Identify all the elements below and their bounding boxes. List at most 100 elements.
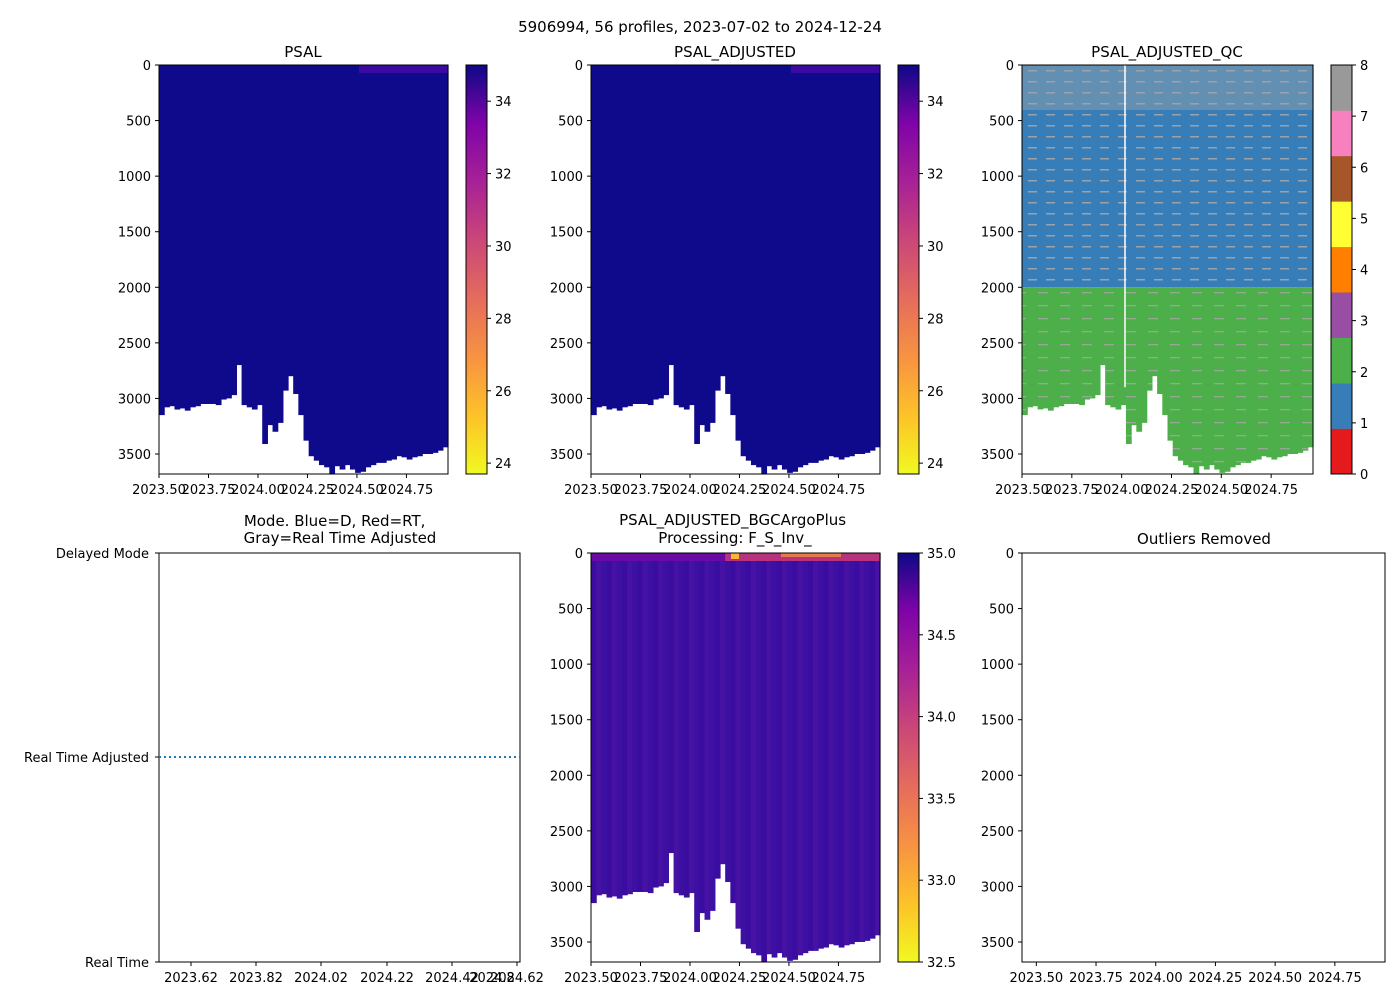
profile-column <box>272 65 279 432</box>
x-tick-label: 2023.50 <box>1009 971 1063 986</box>
panel-psal-adjusted: PSAL_ADJUSTED 0 500 1000 1500 2000 2500 3000 35… <box>550 43 944 498</box>
profile-column <box>370 65 377 466</box>
x-tick-label: 2023.50 <box>564 483 618 498</box>
profile-column <box>334 65 341 467</box>
profile-column <box>694 553 700 932</box>
surface-band <box>616 553 623 561</box>
colorbar <box>897 552 920 963</box>
panel-title: PSAL <box>284 43 322 61</box>
qc-column-probably-good <box>1105 287 1111 406</box>
profile-column <box>184 65 191 411</box>
qc-column-probably-good <box>1042 287 1049 409</box>
surface-band <box>658 553 664 561</box>
surface-band <box>745 553 752 561</box>
axes-frame <box>158 64 449 475</box>
qc-column-good <box>1141 65 1148 288</box>
y-tick-label: Real Time <box>85 956 149 971</box>
profile-column <box>668 65 675 366</box>
surface-band <box>761 553 768 561</box>
qc-column-probably-good <box>1193 287 1200 474</box>
surface-band <box>843 553 850 561</box>
colorbar-segment <box>1331 337 1352 384</box>
surface-band <box>683 553 690 561</box>
qc-column-probably-good <box>1198 287 1205 467</box>
qc-column-good <box>1157 65 1163 288</box>
profile-column <box>642 553 649 892</box>
y-tick-label: 2500 <box>550 337 583 352</box>
profile-column <box>591 553 597 904</box>
qc-column-good <box>1089 65 1096 288</box>
colorbar-segment <box>1331 155 1352 202</box>
qc-column-probably-good <box>1058 287 1065 407</box>
qc-column-probably-good <box>1229 287 1236 468</box>
surface-band <box>750 553 757 561</box>
x-tick-label: 2024.50 <box>1248 971 1302 986</box>
profile-column <box>823 553 829 948</box>
qc-column-probably-good <box>1302 287 1309 451</box>
heatmap-psal-adjusted <box>591 65 881 474</box>
colorbar-segment <box>1331 110 1352 157</box>
y-axis: 0 500 1000 1500 2000 2500 3000 3500 <box>118 59 159 463</box>
y-axis: Delayed Mode Real Time Adjusted Real Time <box>24 547 159 971</box>
profile-column <box>189 65 196 408</box>
profile-column <box>689 65 695 406</box>
axes-frame <box>590 552 881 963</box>
qc-column-good <box>1235 65 1241 288</box>
x-tick-label: 2023.82 <box>229 971 283 986</box>
surface-band <box>791 65 880 73</box>
y-tick-label: 1000 <box>981 170 1014 185</box>
qc-column-probably-good <box>1214 287 1221 470</box>
surface-band <box>596 553 602 561</box>
profile-column <box>159 65 165 416</box>
qc-column-good <box>1250 65 1257 288</box>
qc-column-probably-good <box>1172 287 1179 457</box>
qc-column-good <box>1177 65 1184 288</box>
profile-column <box>673 553 680 894</box>
qc-column-good <box>1094 65 1101 288</box>
profile-column <box>699 553 706 914</box>
profile-column <box>843 553 850 946</box>
colorbar-tick-label: 26 <box>927 385 944 400</box>
profile-column <box>380 65 387 463</box>
profile-column <box>709 553 716 911</box>
profile-column <box>611 553 618 897</box>
y-tick-label: 3000 <box>550 880 583 895</box>
y-tick-label: 2500 <box>550 825 583 840</box>
x-tick-label: 2024.62 <box>490 971 544 986</box>
qc-column-probably-good <box>1281 287 1288 457</box>
qc-column-probably-good <box>1266 287 1273 458</box>
profile-column <box>647 553 654 894</box>
qc-column-good <box>1136 65 1143 288</box>
x-tick-label: 2024.25 <box>1189 971 1243 986</box>
profile-column <box>442 65 449 448</box>
surface-band <box>678 553 685 561</box>
qc-column-probably-good <box>1297 287 1304 453</box>
qc-column-good <box>1073 65 1080 288</box>
qc-column-good <box>1266 65 1273 288</box>
panel-title: Outliers Removed <box>1137 530 1271 548</box>
x-tick-label: 2024.25 <box>713 971 767 986</box>
x-tick-label: 2024.50 <box>1194 483 1248 498</box>
profile-column <box>169 65 176 407</box>
profile-column <box>658 553 664 887</box>
qc-column-good <box>1053 65 1059 288</box>
y-tick-label: 500 <box>989 603 1014 618</box>
qc-column-good <box>1079 65 1085 288</box>
profile-column <box>318 65 325 466</box>
qc-column-probably-good <box>1292 287 1299 454</box>
profile-column <box>632 65 639 404</box>
profile-column <box>601 553 608 895</box>
qc-column-good <box>1058 65 1065 288</box>
qc-column-probably-good <box>1250 287 1257 461</box>
qc-column-good <box>1224 65 1231 288</box>
figure-title: 5906994, 56 profiles, 2023-07-02 to 2024… <box>518 18 882 36</box>
profile-column <box>781 553 788 958</box>
profile-column <box>606 553 613 898</box>
qc-column-probably-good <box>1094 287 1101 396</box>
profile-column <box>164 65 170 408</box>
surface-band <box>591 553 597 561</box>
profile-column <box>277 65 284 423</box>
qc-column-probably-good <box>1183 287 1189 466</box>
profile-column <box>391 65 397 460</box>
surface-band <box>720 553 726 561</box>
